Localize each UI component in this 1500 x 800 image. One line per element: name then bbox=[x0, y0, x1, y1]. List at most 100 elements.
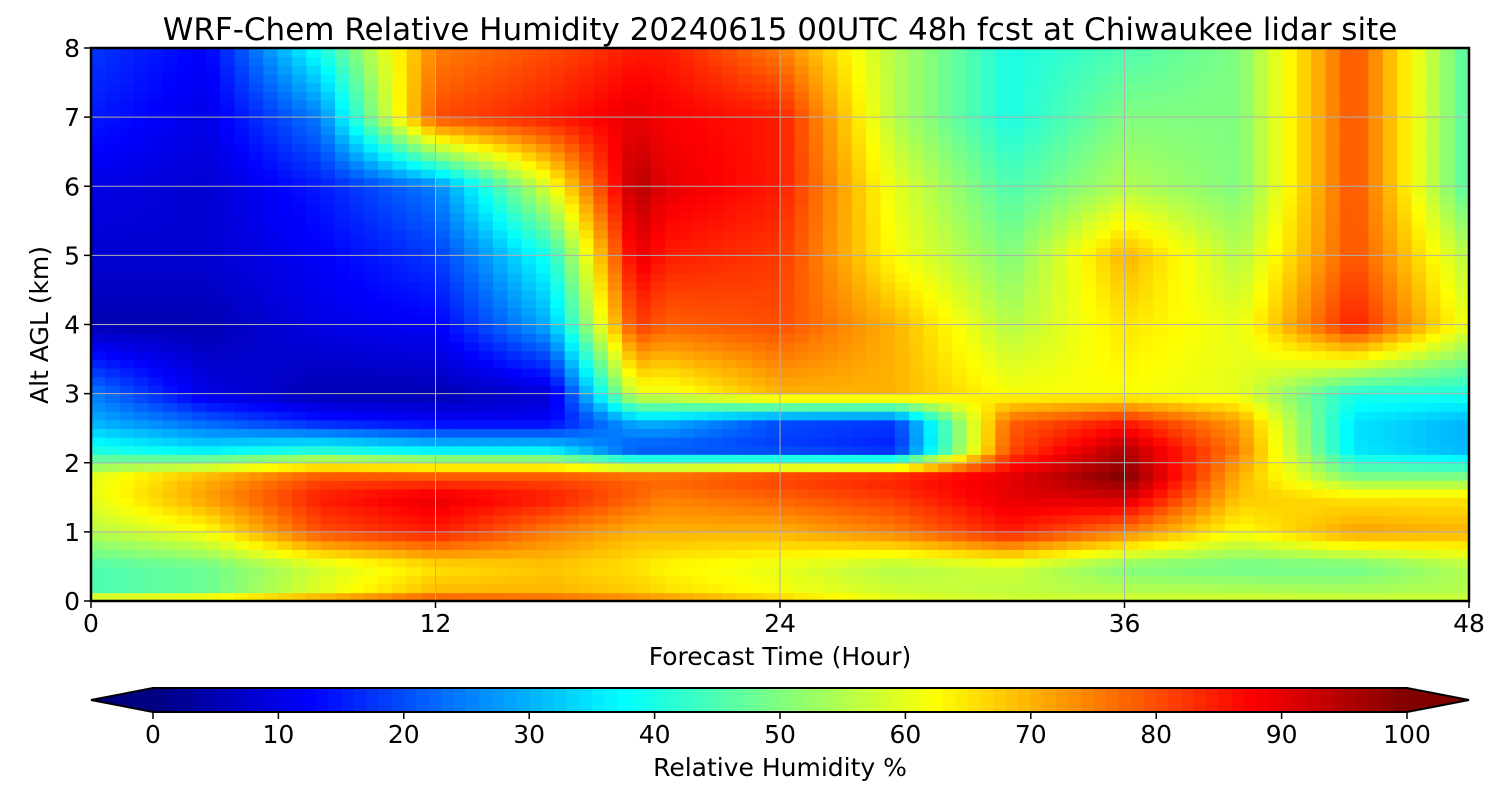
heatmap-cell bbox=[1153, 540, 1169, 550]
heatmap-cell bbox=[478, 229, 494, 239]
heatmap-cell bbox=[234, 359, 250, 369]
heatmap-cell bbox=[1138, 540, 1154, 550]
heatmap-cell bbox=[148, 212, 164, 222]
heatmap-cell bbox=[535, 402, 552, 412]
heatmap-cell bbox=[894, 454, 910, 464]
heatmap-cell bbox=[1024, 238, 1040, 248]
heatmap-cell bbox=[277, 333, 293, 343]
heatmap-cell bbox=[263, 566, 279, 576]
heatmap-cell bbox=[1311, 367, 1327, 378]
heatmap-cell bbox=[378, 341, 394, 352]
heatmap-cell bbox=[234, 540, 250, 550]
heatmap-cell bbox=[119, 514, 135, 525]
heatmap-cell bbox=[1009, 454, 1025, 464]
heatmap-cell bbox=[220, 523, 236, 533]
heatmap-cell bbox=[134, 359, 150, 369]
heatmap-cell bbox=[1411, 454, 1427, 464]
heatmap-cell bbox=[722, 454, 738, 464]
heatmap-cell bbox=[1196, 212, 1212, 222]
heatmap-cell bbox=[736, 350, 753, 360]
heatmap-cell bbox=[1382, 168, 1399, 179]
heatmap-cell bbox=[894, 307, 910, 317]
heatmap-cell bbox=[205, 540, 221, 550]
heatmap-cell bbox=[1124, 341, 1140, 352]
heatmap-cell bbox=[1181, 376, 1198, 386]
heatmap-cell bbox=[980, 289, 997, 300]
heatmap-cell bbox=[1067, 307, 1083, 317]
heatmap-cell bbox=[937, 281, 954, 291]
heatmap-cell bbox=[966, 186, 982, 196]
heatmap-cell bbox=[722, 583, 738, 594]
heatmap-cell bbox=[91, 583, 107, 594]
heatmap-cell bbox=[837, 471, 853, 481]
heatmap-cell bbox=[1454, 220, 1469, 231]
heatmap-cell bbox=[1024, 480, 1040, 490]
heatmap-cell bbox=[162, 471, 178, 481]
heatmap-cell bbox=[837, 367, 853, 378]
heatmap-cell bbox=[751, 557, 767, 568]
heatmap-cell bbox=[1354, 220, 1370, 231]
heatmap-cell bbox=[980, 212, 997, 222]
heatmap-cell bbox=[607, 194, 623, 205]
heatmap-cell bbox=[1196, 393, 1212, 404]
heatmap-cell bbox=[1153, 238, 1169, 248]
heatmap-cell bbox=[866, 333, 882, 343]
heatmap-cell bbox=[1339, 298, 1355, 309]
heatmap-cell bbox=[1354, 410, 1370, 421]
heatmap-cell bbox=[91, 436, 107, 447]
heatmap-cell bbox=[579, 324, 595, 334]
heatmap-cell bbox=[550, 281, 566, 291]
heatmap-cell bbox=[952, 203, 968, 213]
heatmap-cell bbox=[1382, 566, 1399, 576]
heatmap-cell bbox=[234, 151, 250, 162]
heatmap-cell bbox=[148, 480, 164, 490]
heatmap-cell bbox=[980, 428, 997, 438]
heatmap-cell bbox=[1397, 272, 1413, 283]
heatmap-cell bbox=[449, 402, 465, 412]
heatmap-cell bbox=[794, 393, 810, 404]
heatmap-cell bbox=[1382, 324, 1399, 334]
heatmap-cell bbox=[1382, 341, 1399, 352]
heatmap-cell bbox=[851, 341, 867, 352]
heatmap-cell bbox=[1095, 514, 1111, 525]
heatmap-cell bbox=[722, 307, 738, 317]
heatmap-cell bbox=[593, 471, 609, 481]
heatmap-cell bbox=[880, 531, 896, 542]
heatmap-cell bbox=[995, 272, 1011, 283]
heatmap-cell bbox=[1253, 168, 1269, 179]
heatmap-cell bbox=[866, 566, 882, 576]
heatmap-cell bbox=[205, 212, 221, 222]
heatmap-cell bbox=[1181, 488, 1198, 499]
heatmap-cell bbox=[191, 471, 207, 481]
heatmap-cell bbox=[421, 557, 437, 568]
heatmap-cell bbox=[1124, 177, 1140, 188]
heatmap-cell bbox=[636, 220, 652, 231]
heatmap-cell bbox=[1339, 480, 1355, 490]
heatmap-cell bbox=[1224, 592, 1241, 601]
heatmap-cell bbox=[1110, 272, 1126, 283]
heatmap-cell bbox=[1210, 488, 1226, 499]
heatmap-cell bbox=[736, 264, 753, 274]
heatmap-cell bbox=[1038, 445, 1054, 455]
heatmap-cell bbox=[1081, 350, 1097, 360]
heatmap-cell bbox=[909, 471, 925, 481]
heatmap-cell bbox=[464, 540, 480, 550]
heatmap-cell bbox=[1167, 333, 1183, 343]
heatmap-cell bbox=[478, 307, 494, 317]
heatmap-cell bbox=[593, 246, 609, 257]
heatmap-cell bbox=[306, 549, 322, 559]
heatmap-cell bbox=[1296, 203, 1312, 213]
heatmap-cell bbox=[1296, 376, 1312, 386]
heatmap-cell bbox=[1124, 255, 1140, 265]
heatmap-cell bbox=[708, 220, 724, 231]
heatmap-cell bbox=[234, 298, 250, 309]
heatmap-cell bbox=[808, 220, 824, 231]
heatmap-cell bbox=[1382, 575, 1399, 585]
heatmap-cell bbox=[593, 428, 609, 438]
heatmap-cell bbox=[449, 419, 465, 429]
heatmap-cell bbox=[650, 168, 666, 179]
heatmap-cell bbox=[1009, 488, 1025, 499]
heatmap-cell bbox=[866, 462, 882, 473]
heatmap-cell bbox=[1196, 341, 1212, 352]
heatmap-cell bbox=[1425, 333, 1442, 343]
